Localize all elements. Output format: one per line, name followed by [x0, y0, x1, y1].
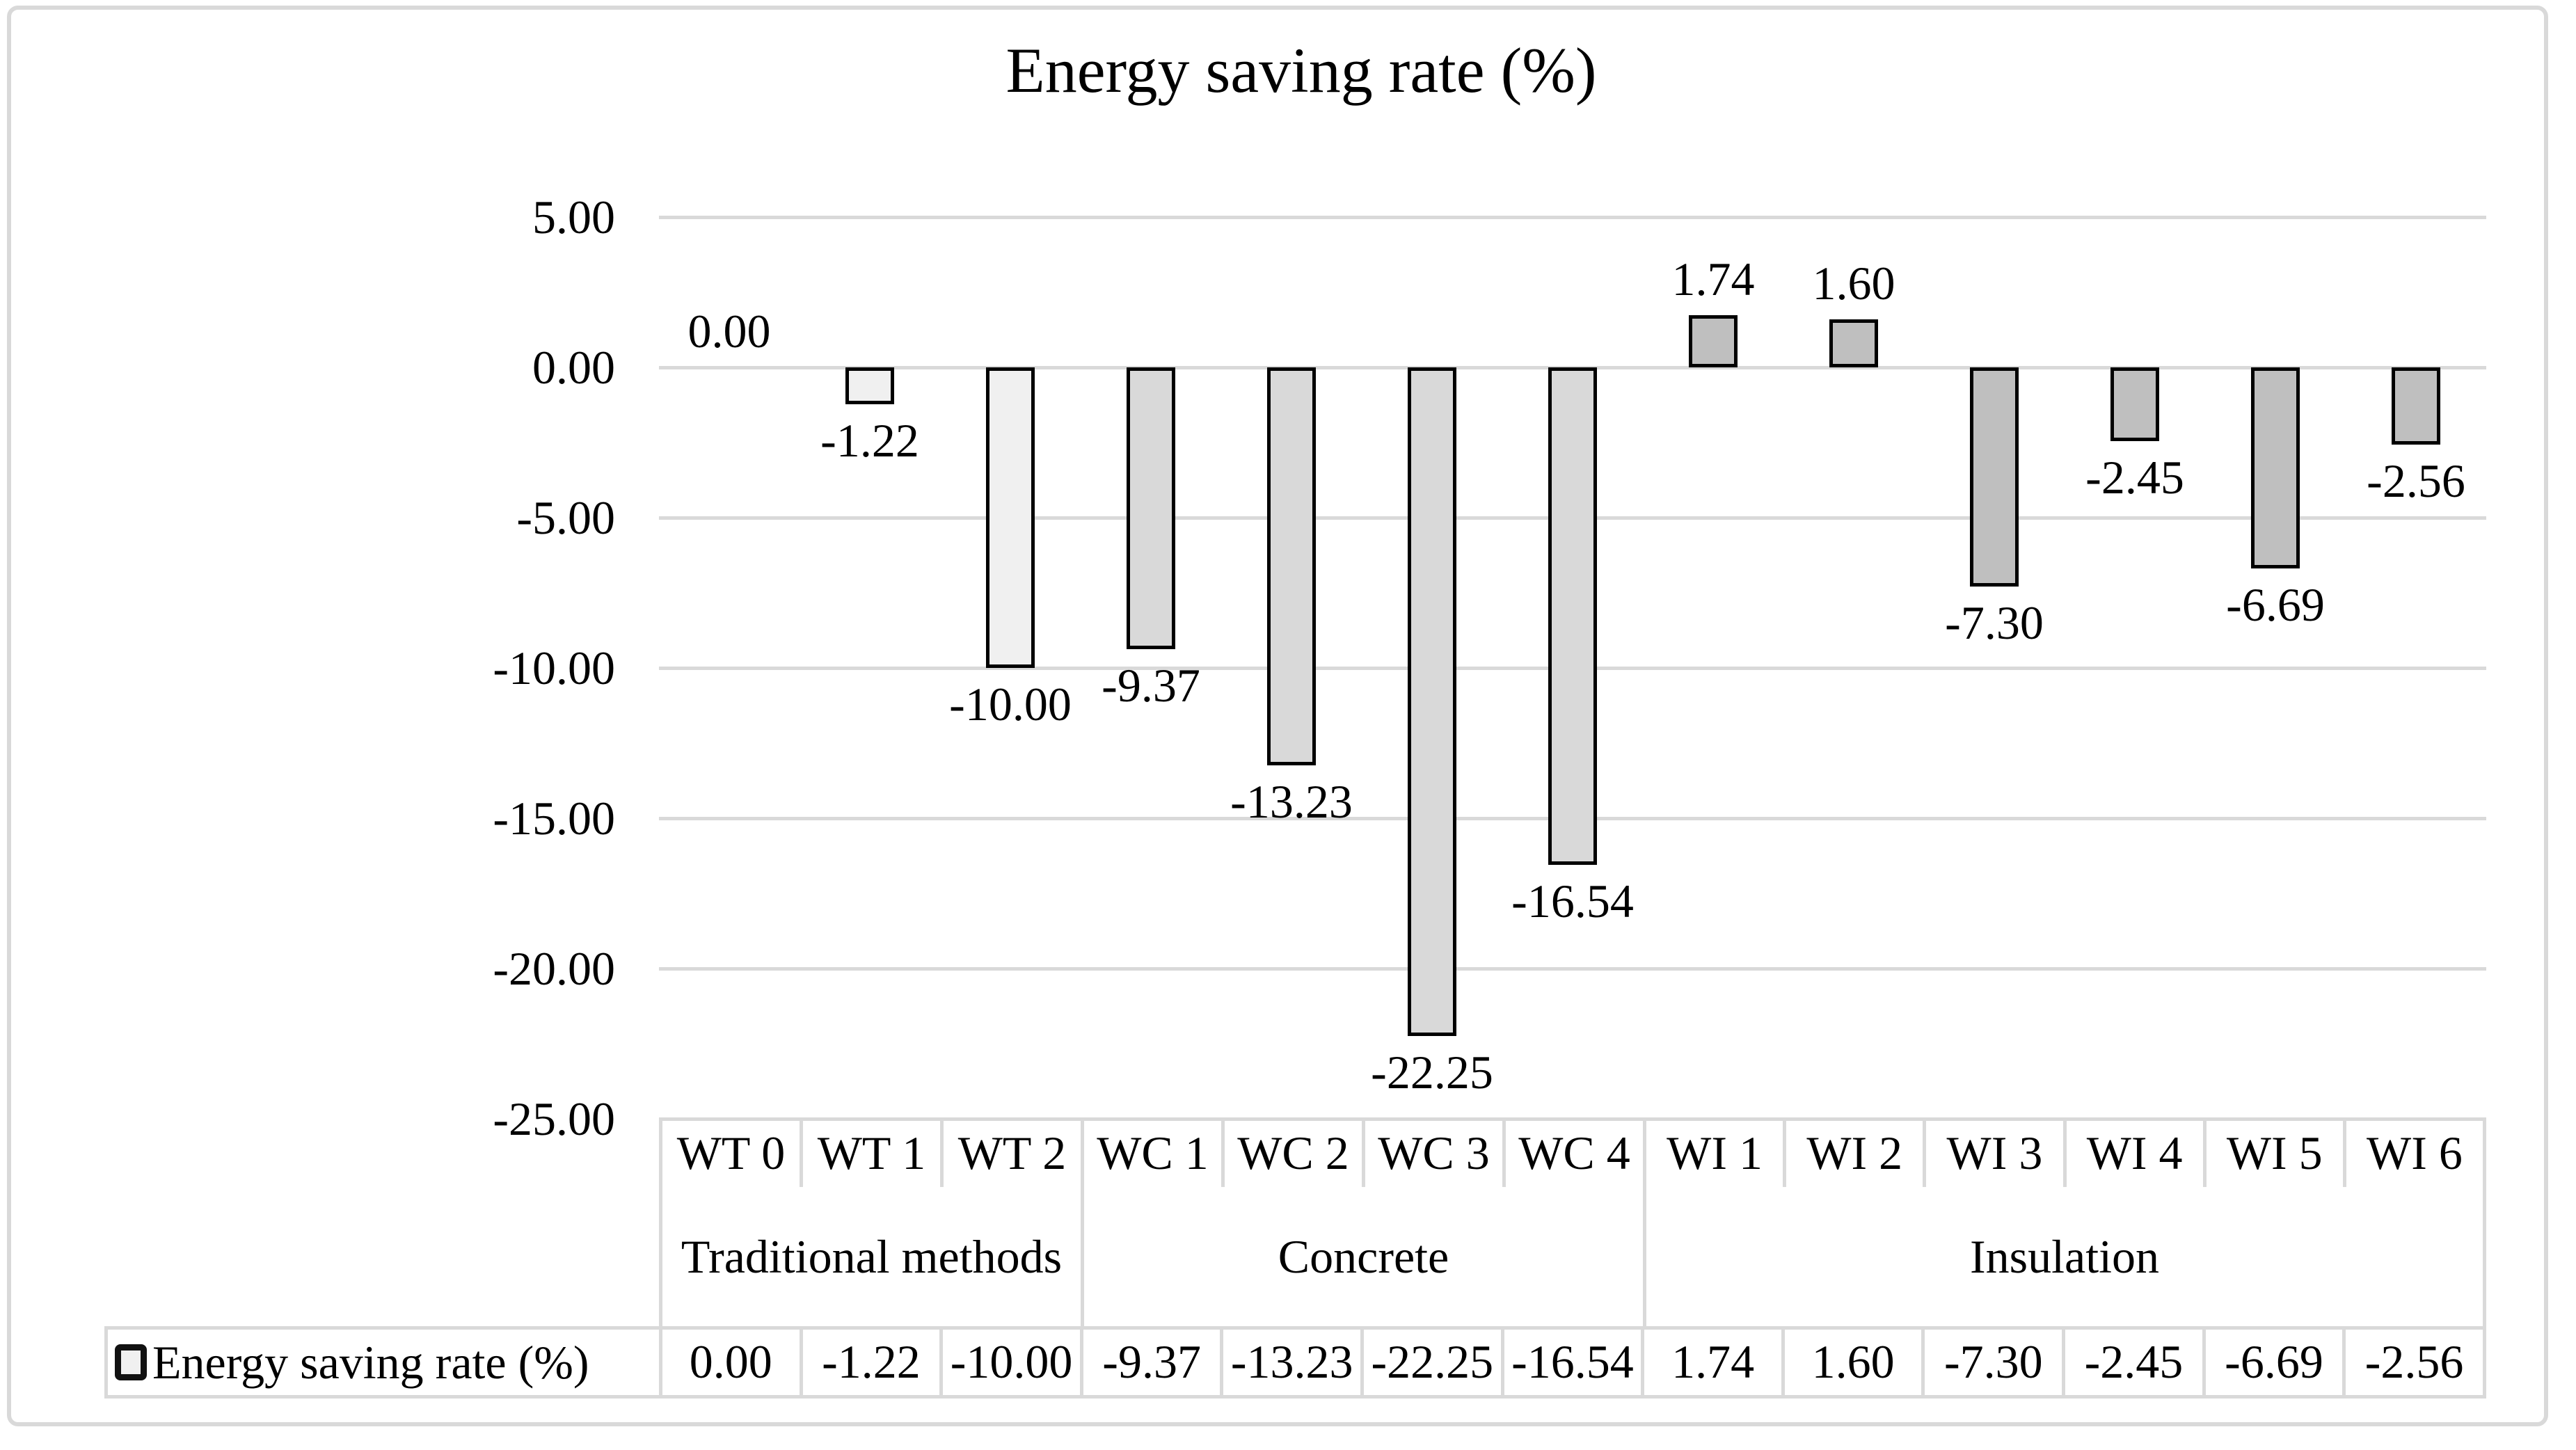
bar-WI-4 — [2110, 367, 2159, 441]
bar-WT-2 — [986, 367, 1035, 668]
data-label-WI-6: -2.56 — [2367, 454, 2465, 507]
category-cell: WI 5 — [2202, 1119, 2343, 1187]
y-axis-tick-label: -5.00 — [516, 491, 615, 544]
value-cell-WI-5: -6.69 — [2202, 1330, 2343, 1395]
category-cell: WC 2 — [1221, 1119, 1362, 1187]
category-group-concrete: WC 1 WC 2 WC 3 WC 4 Concrete — [1081, 1119, 1643, 1326]
value-cell-WI-3: -7.30 — [1921, 1330, 2062, 1395]
category-group-label: Concrete — [1278, 1230, 1449, 1283]
y-axis-tick-label: 0.00 — [532, 341, 615, 394]
data-table-value-row: Energy saving rate (%) 0.00 -1.22 -10.00 -9… — [104, 1326, 2486, 1399]
category-cell: WT 1 — [800, 1119, 940, 1187]
y-axis-tick-label: -25.00 — [493, 1092, 615, 1145]
value-cell-WT-2: -10.00 — [939, 1330, 1080, 1395]
category-group-traditional-methods: WT 0 WT 1 WT 2 Traditional methods — [659, 1119, 1081, 1326]
data-label-WI-1: 1.74 — [1671, 253, 1755, 305]
gridline — [659, 1117, 2486, 1121]
category-cell: WT 0 — [676, 1126, 786, 1179]
value-cell-WI-4: -2.45 — [2062, 1330, 2202, 1395]
data-label-WI-4: -2.45 — [2085, 451, 2184, 504]
legend-key-icon — [115, 1344, 147, 1380]
value-cell-WT-1: -1.22 — [799, 1330, 940, 1395]
y-axis-tick-label: 5.00 — [532, 191, 615, 244]
data-label-WC-1: -9.37 — [1102, 659, 1200, 712]
value-cell-WC-2: -13.23 — [1220, 1330, 1360, 1395]
bar-WC-4 — [1548, 367, 1597, 865]
value-cell-WC-1: -9.37 — [1079, 1330, 1221, 1395]
category-leaf-row: WC 1 WC 2 WC 3 WC 4 — [1084, 1119, 1643, 1187]
category-cell: WC 3 — [1362, 1119, 1502, 1187]
data-label-WC-2: -13.23 — [1230, 775, 1353, 828]
category-leaf-row: WT 0 WT 1 WT 2 — [662, 1119, 1081, 1187]
value-cell-WI-1: 1.74 — [1641, 1330, 1781, 1395]
category-cell: WC 4 — [1502, 1119, 1643, 1187]
data-label-WI-3: -7.30 — [1945, 596, 2044, 649]
data-label-WC-3: -22.25 — [1371, 1046, 1493, 1099]
bar-WI-6 — [2392, 367, 2440, 445]
data-label-WC-4: -16.54 — [1511, 875, 1634, 927]
value-cell-WT-0: 0.00 — [659, 1330, 800, 1395]
data-table-series-header: Energy saving rate (%) — [108, 1330, 659, 1395]
bar-WC-2 — [1267, 367, 1316, 765]
data-label-WI-2: 1.60 — [1812, 257, 1895, 310]
bar-WI-2 — [1829, 319, 1878, 367]
data-label-WT-0: 0.00 — [687, 305, 771, 358]
bar-WC-3 — [1408, 367, 1456, 1036]
bar-WT-1 — [845, 367, 894, 404]
bar-WI-3 — [1970, 367, 2019, 587]
data-label-WI-5: -6.69 — [2226, 578, 2325, 631]
category-cell: WT 2 — [940, 1119, 1081, 1187]
category-cell: WI 4 — [2062, 1119, 2203, 1187]
chart-title: Energy saving rate (%) — [1005, 35, 1597, 106]
category-group-insulation: WI 1 WI 2 WI 3 WI 4 WI 5 WI 6 Insulation — [1643, 1119, 2486, 1326]
category-cell: WI 3 — [1923, 1119, 2062, 1187]
y-axis-tick-label: -10.00 — [493, 642, 615, 694]
gridline — [659, 216, 2486, 219]
value-cell-WI-6: -2.56 — [2342, 1330, 2483, 1395]
category-cell: WI 1 — [1667, 1126, 1763, 1179]
bar-WI-1 — [1689, 315, 1738, 367]
value-cell-WI-2: 1.60 — [1781, 1330, 1922, 1395]
value-cell-WC-3: -22.25 — [1360, 1330, 1501, 1395]
category-cell: WC 1 — [1097, 1126, 1209, 1179]
data-label-WT-1: -1.22 — [820, 414, 919, 467]
y-axis-tick-label: -15.00 — [493, 792, 615, 845]
y-axis-tick-label: -20.00 — [493, 942, 615, 995]
category-leaf-row: WI 1 WI 2 WI 3 WI 4 WI 5 WI 6 — [1646, 1119, 2483, 1187]
category-group-label: Insulation — [1970, 1230, 2159, 1283]
category-group-label: Traditional methods — [681, 1230, 1063, 1283]
value-cell-WC-4: -16.54 — [1500, 1330, 1641, 1395]
bar-WC-1 — [1127, 367, 1175, 649]
category-cell: WI 6 — [2342, 1119, 2483, 1187]
gridline — [659, 967, 2486, 971]
category-cell: WI 2 — [1783, 1119, 1923, 1187]
legend-series-label: Energy saving rate (%) — [152, 1336, 589, 1389]
data-label-WT-2: -10.00 — [949, 678, 1072, 731]
bar-WI-5 — [2251, 367, 2300, 568]
